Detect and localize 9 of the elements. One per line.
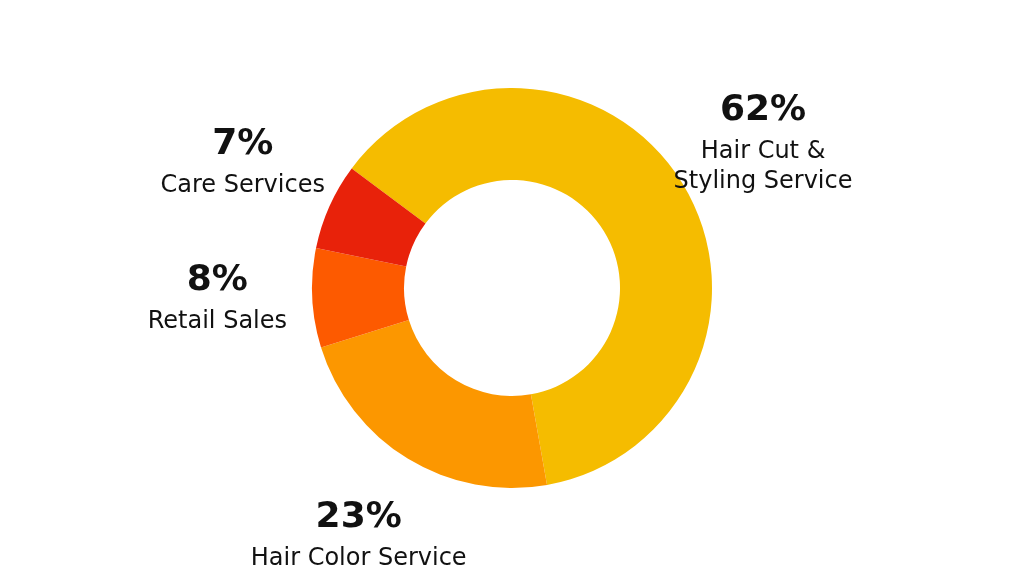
donut-slice [321,320,548,488]
donut-slice [312,248,409,348]
data-label: 7% [212,121,274,163]
slice-label: Hair Color Service [250,543,467,572]
slice-label: Care Services [160,170,325,199]
data-label: 23% [315,494,402,536]
data-label: 8% [186,256,248,298]
data-label: 62% [719,87,807,129]
slice-label: Retail Sales [147,305,288,334]
